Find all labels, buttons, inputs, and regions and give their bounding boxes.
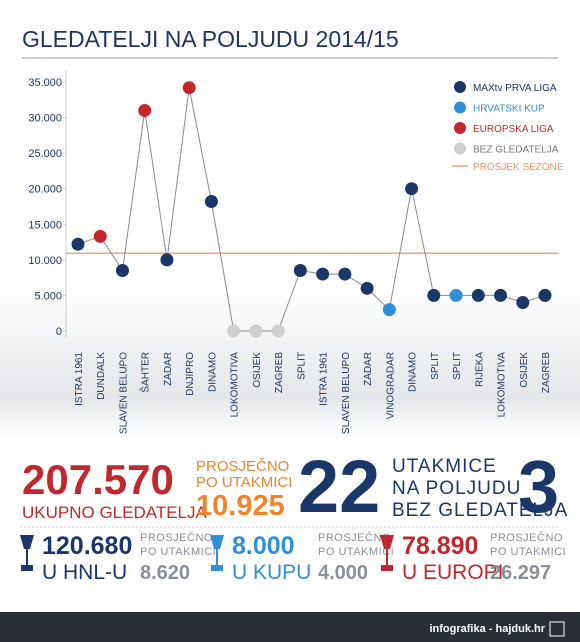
legend-marker	[454, 122, 466, 134]
connector-line	[77, 87, 546, 332]
competition-value: 78.890	[402, 532, 478, 560]
data-point	[427, 288, 441, 302]
data-point	[360, 281, 374, 295]
competition-avg: 4.000	[318, 562, 368, 584]
data-point	[338, 267, 352, 281]
average-label: PO UTAKMICI	[196, 474, 292, 491]
match-label: BEZ GLEDATELJA	[392, 500, 568, 521]
x-tick-label: ŠAHTER	[139, 352, 152, 393]
footer-text: infografika - hajduk.hr	[429, 623, 545, 635]
trophy-icon	[20, 535, 34, 571]
empty-count: 3	[518, 445, 559, 528]
legend-label: PROSJEK SEZONE	[473, 162, 564, 173]
y-tick-label: 5.000	[34, 290, 62, 302]
data-point	[316, 267, 330, 281]
data-point	[382, 303, 396, 317]
competition-avg-label: PO UTAKMICI	[490, 546, 566, 558]
competition-label: U KUPU	[232, 561, 311, 584]
legend-marker	[454, 101, 466, 114]
competition-label: U EUROPI	[402, 561, 504, 584]
data-point	[182, 81, 196, 95]
x-tick-label: ZADAR	[363, 352, 374, 386]
x-tick-label: SLAVEN BELUPO	[341, 352, 352, 434]
match-label: UTAKMICE	[392, 456, 497, 477]
x-tick-label: ZAGREB	[541, 352, 552, 393]
y-tick-label: 30.000	[28, 113, 62, 125]
legend-label: HRVATSKI KUP	[473, 104, 545, 115]
x-tick-label: OSIJEK	[519, 352, 530, 388]
competition-value: 120.680	[42, 532, 132, 560]
data-point	[271, 324, 285, 338]
x-tick-label: SPLIT	[452, 352, 463, 380]
x-tick-label: VINOGRADAR	[385, 352, 396, 419]
legend-label: BEZ GLEDATELJA	[473, 145, 559, 156]
data-point	[138, 103, 152, 117]
data-point	[71, 237, 85, 251]
legend-marker	[454, 142, 466, 155]
x-tick-label: ISTRA 1961	[319, 352, 330, 406]
x-tick-label: DINAMO	[207, 352, 218, 392]
x-tick-label: ZAGREB	[274, 352, 285, 393]
data-point	[494, 288, 508, 302]
x-tick-label: OSIJEK	[252, 352, 263, 388]
x-tick-label: SPLIT	[430, 352, 441, 380]
footer-bar	[0, 612, 580, 642]
competition-avg-label: PROSJEČNO	[318, 531, 391, 544]
y-tick-label: 10.000	[28, 255, 62, 267]
data-point	[471, 288, 485, 302]
competition-value: 8.000	[232, 532, 295, 560]
match-count: 22	[298, 445, 380, 528]
legend-label: MAXtv PRVA LIGA	[473, 83, 557, 94]
trophy-icon	[210, 535, 224, 571]
competition-avg-label: PROSJEČNO	[490, 531, 563, 544]
data-point	[538, 288, 552, 302]
x-tick-label: SLAVEN BELUPO	[118, 352, 129, 434]
total-label: UKUPNO GLEDATELJA	[22, 503, 208, 522]
data-point	[249, 324, 263, 338]
average-label: PROSJEČNO	[196, 458, 289, 475]
data-point	[115, 264, 129, 278]
y-tick-label: 25.000	[28, 148, 62, 160]
x-tick-label: DUNDALK	[96, 352, 107, 400]
y-tick-label: 35.000	[28, 77, 62, 89]
x-tick-label: ZADAR	[163, 352, 174, 386]
x-tick-label: RIJEKA	[474, 352, 485, 387]
competition-avg-label: PROSJEČNO	[140, 531, 213, 544]
legend-marker	[454, 81, 466, 93]
y-tick-label: 0	[56, 326, 62, 338]
chart-title: GLEDATELJI NA POLJUDU 2014/15	[22, 26, 399, 52]
competition-avg: 26.297	[490, 562, 551, 584]
x-tick-label: DINAMO	[408, 352, 419, 392]
y-tick-label: 15.000	[28, 219, 62, 231]
data-point	[93, 229, 107, 243]
competition-label: U HNL-U	[42, 561, 127, 584]
footer-logo	[549, 621, 565, 637]
data-point	[405, 182, 419, 196]
x-tick-label: ISTRA 1961	[74, 352, 85, 406]
y-tick-label: 20.000	[28, 184, 62, 196]
data-point	[293, 264, 307, 278]
x-tick-label: SPLIT	[296, 352, 307, 380]
data-point	[516, 296, 530, 310]
competition-avg: 8.620	[140, 562, 190, 584]
average-value: 10.925	[196, 490, 285, 522]
match-label: NA POLJUDU	[392, 478, 521, 499]
legend-label: EUROPSKA LIGA	[473, 124, 554, 135]
data-point	[449, 288, 463, 302]
data-point	[227, 324, 241, 338]
x-tick-label: LOKOMOTIVA	[230, 352, 241, 418]
x-tick-label: LOKOMOTIVA	[497, 352, 508, 418]
competition-avg-label: PO UTAKMICI	[140, 546, 216, 558]
trophy-icon	[380, 535, 394, 571]
x-tick-label: DNJIPRO	[185, 352, 196, 396]
total-value: 207.570	[22, 456, 174, 503]
competition-avg-label: PO UTAKMICI	[318, 546, 394, 558]
data-point	[160, 253, 174, 267]
data-point	[204, 195, 218, 209]
